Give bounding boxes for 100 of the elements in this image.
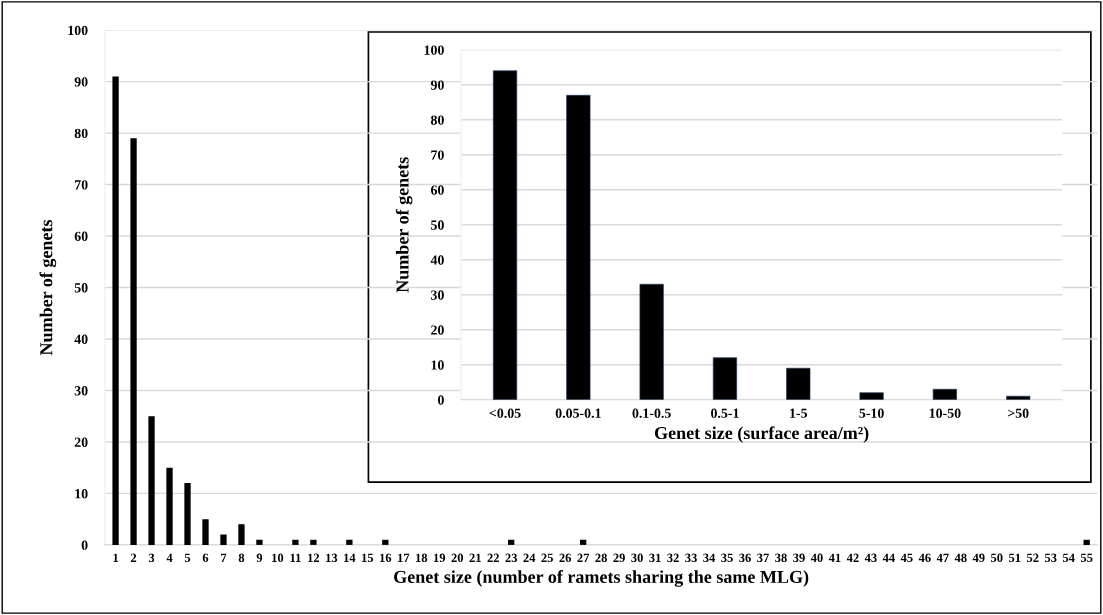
y-tick-label: 60 bbox=[430, 185, 444, 195]
x-tick-label: 23 bbox=[505, 553, 518, 563]
x-tick-label: 33 bbox=[685, 553, 697, 563]
x-tick-label: 0.5-1 bbox=[711, 408, 739, 418]
x-tick-label: 5-10 bbox=[859, 408, 884, 418]
x-tick-label: 44 bbox=[882, 553, 895, 562]
bar bbox=[130, 138, 137, 545]
bar bbox=[202, 519, 209, 545]
y-tick-label: 100 bbox=[68, 25, 88, 36]
x-tick-label: 22 bbox=[487, 553, 499, 562]
x-tick-label: 1-5 bbox=[790, 408, 808, 418]
x-tick-label: 15 bbox=[362, 553, 374, 563]
x-tick-label: 20 bbox=[451, 553, 464, 563]
y-tick-label: 70 bbox=[431, 150, 444, 160]
bar bbox=[492, 70, 518, 400]
x-tick-label: 24 bbox=[523, 553, 536, 562]
y-tick-label: 30 bbox=[74, 386, 88, 396]
bar bbox=[238, 524, 245, 545]
x-tick-label: 36 bbox=[739, 553, 751, 563]
y-tick-label: 90 bbox=[74, 77, 88, 87]
x-tick-label: 49 bbox=[972, 553, 985, 563]
x-tick-label: 4 bbox=[166, 553, 173, 562]
bar bbox=[148, 416, 155, 545]
y-tick-label: 80 bbox=[430, 115, 444, 125]
bar bbox=[580, 539, 587, 545]
bar bbox=[184, 483, 191, 545]
y-tick-label: 0 bbox=[81, 540, 88, 550]
x-tick-label: 38 bbox=[775, 553, 787, 563]
bar bbox=[566, 94, 591, 400]
x-tick-label: 14 bbox=[344, 553, 356, 562]
x-tick-label: 0.05-0.1 bbox=[555, 408, 601, 418]
x-tick-label: 45 bbox=[900, 553, 913, 563]
y-tick-label: 80 bbox=[74, 128, 88, 139]
x-tick-label: 16 bbox=[380, 553, 392, 563]
x-tick-label: 21 bbox=[469, 553, 481, 562]
bar bbox=[712, 357, 738, 400]
y-tick-label: 40 bbox=[430, 255, 444, 265]
y-tick-label: 40 bbox=[74, 334, 88, 344]
x-tick-label: 40 bbox=[810, 553, 823, 563]
y-axis-title: Number of genets bbox=[395, 157, 413, 293]
y-tick-label: 20 bbox=[431, 325, 444, 335]
y-tick-label: 0 bbox=[437, 395, 444, 405]
x-tick-label: 19 bbox=[434, 553, 446, 563]
x-tick-label: 48 bbox=[954, 553, 967, 563]
y-tick-label: 100 bbox=[424, 45, 444, 55]
bar bbox=[859, 392, 884, 400]
bar bbox=[639, 283, 664, 400]
bar bbox=[112, 76, 119, 545]
x-tick-label: 47 bbox=[936, 553, 949, 562]
y-tick-label: 10 bbox=[431, 360, 444, 370]
x-tick-label: 34 bbox=[703, 553, 716, 563]
bar bbox=[508, 539, 515, 545]
x-tick-label: 0.1-0.5 bbox=[632, 408, 671, 418]
x-tick-label: 9 bbox=[256, 553, 263, 563]
bar bbox=[786, 367, 811, 400]
y-tick-label: 50 bbox=[431, 220, 444, 230]
x-tick-label: 29 bbox=[613, 553, 625, 563]
y-tick-label: 90 bbox=[430, 80, 444, 90]
x-tick-label: 8 bbox=[238, 553, 245, 563]
x-tick-label: 43 bbox=[864, 553, 877, 563]
x-tick-label: 18 bbox=[416, 553, 428, 563]
x-tick-label: 13 bbox=[326, 553, 338, 563]
x-tick-label: 39 bbox=[793, 553, 805, 563]
x-tick-label: 30 bbox=[631, 553, 643, 563]
x-tick-label: 50 bbox=[991, 553, 1003, 563]
x-tick-label: 6 bbox=[202, 553, 209, 563]
x-tick-label: 54 bbox=[1062, 553, 1075, 563]
x-axis-title: Genet size (number of ramets sharing the same MLG) bbox=[394, 570, 809, 587]
x-tick-label: 1 bbox=[113, 553, 119, 562]
x-tick-label: 25 bbox=[541, 553, 553, 563]
y-axis-title: Number of genets bbox=[39, 219, 57, 356]
bar bbox=[932, 388, 957, 400]
x-tick-label: 10-50 bbox=[929, 408, 961, 418]
x-tick-label: 31 bbox=[649, 553, 661, 563]
x-tick-label: 12 bbox=[308, 553, 320, 562]
y-tick-label: 20 bbox=[74, 437, 88, 447]
x-tick-label: 41 bbox=[828, 553, 841, 562]
x-tick-label: 37 bbox=[757, 553, 769, 563]
bar bbox=[166, 467, 173, 545]
y-tick-label: 30 bbox=[431, 290, 444, 300]
bar bbox=[1083, 539, 1090, 545]
x-tick-label: 55 bbox=[1080, 553, 1093, 563]
x-axis-title: Genet size (surface area/m²) bbox=[654, 426, 869, 443]
x-tick-label: 53 bbox=[1044, 553, 1057, 563]
bar bbox=[292, 539, 299, 545]
bar bbox=[310, 539, 317, 545]
x-tick-label: 52 bbox=[1026, 553, 1039, 563]
bar bbox=[220, 534, 227, 545]
x-tick-label: 42 bbox=[846, 553, 859, 562]
y-tick-label: 60 bbox=[74, 231, 88, 241]
x-tick-label: >50 bbox=[1008, 408, 1029, 418]
x-tick-label: 3 bbox=[148, 553, 155, 563]
x-tick-label: 35 bbox=[721, 553, 733, 563]
y-tick-label: 70 bbox=[75, 180, 88, 190]
x-tick-label: 28 bbox=[595, 553, 607, 563]
bar bbox=[346, 539, 353, 545]
x-tick-label: 5 bbox=[184, 553, 191, 563]
x-tick-label: <0.05 bbox=[489, 408, 521, 418]
x-tick-label: 27 bbox=[577, 553, 590, 562]
x-tick-label: 26 bbox=[559, 553, 572, 563]
